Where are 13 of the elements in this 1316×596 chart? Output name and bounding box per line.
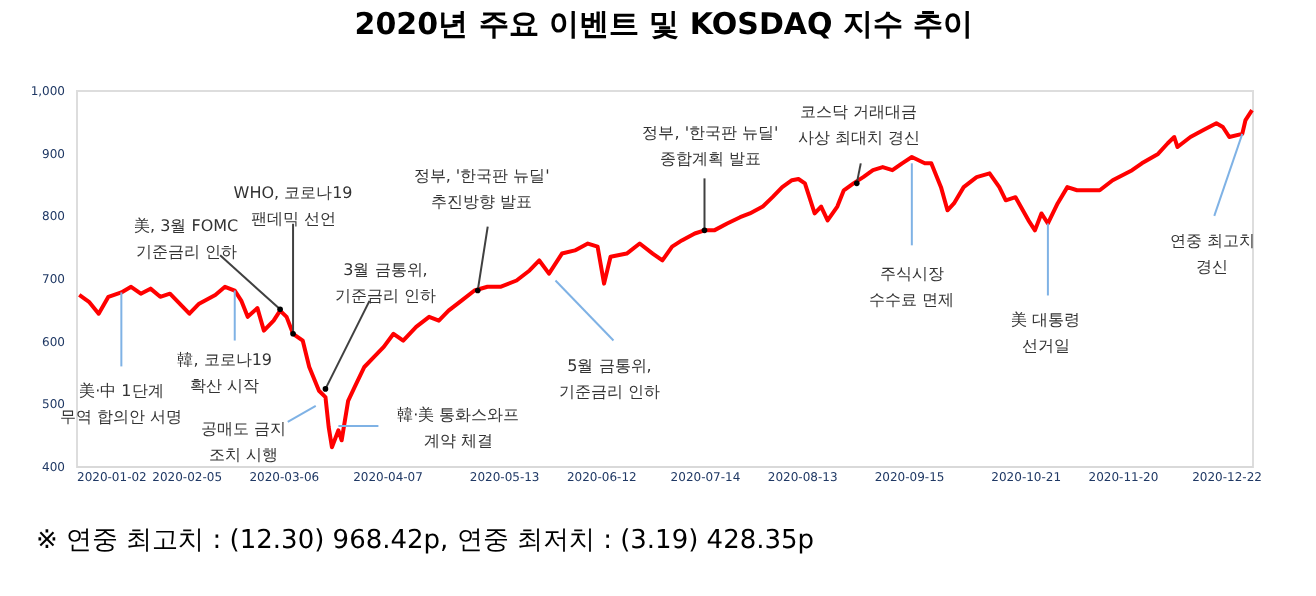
annotation: 정부, '한국판 뉴딜' 종합계획 발표 <box>642 124 779 169</box>
annotation: 공매도 금지 조치 시행 <box>201 419 287 464</box>
annotation: 연중 최고치 경신 <box>1169 231 1255 276</box>
annotation: 코스닥 거래대금 사상 최대치 경신 <box>797 103 920 148</box>
annotation: 5월 금통위, 기준금리 인하 <box>558 356 661 401</box>
annotation: 美 대통령 선거일 <box>1011 311 1081 356</box>
annotation: 韓, 코로나19 확산 시작 <box>177 350 273 395</box>
chart-title: 2020년 주요 이벤트 및 KOSDAQ 지수 추이 <box>354 6 974 42</box>
annotation: 3월 금통위, 기준금리 인하 <box>334 260 436 305</box>
annotation: 정부, '한국판 뉴딜' 추진방향 발표 <box>413 166 550 211</box>
annotation: 韓·美 통화스와프 계약 체결 <box>397 405 520 450</box>
annotation: 주식시장 수수료 면제 <box>869 265 955 310</box>
text: ※ 연중 최고치 : (12.30) 968.42p, 연중 최저치 : (3.19) 428.35p <box>36 526 815 556</box>
